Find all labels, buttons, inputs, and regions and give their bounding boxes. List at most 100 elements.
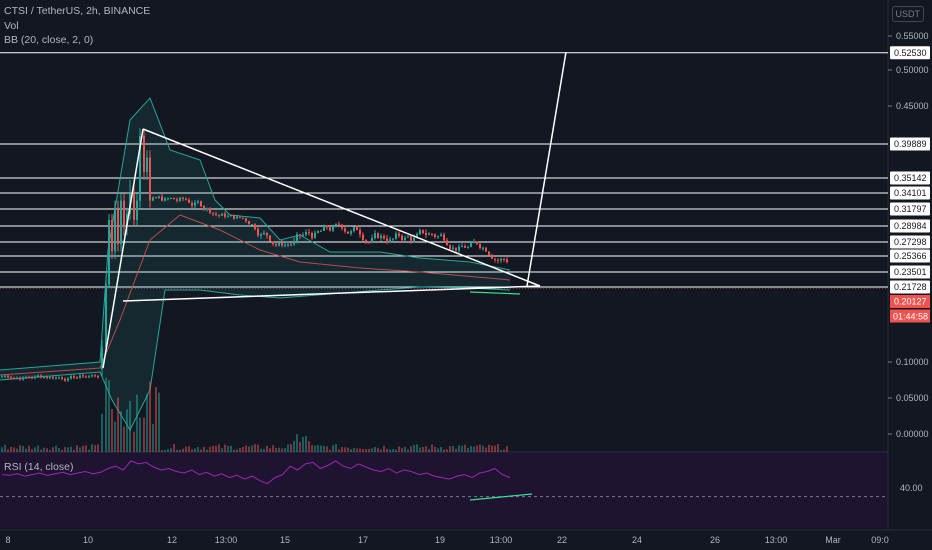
candle-body: [260, 234, 262, 236]
volume-bar: [88, 449, 90, 452]
volume-bar: [353, 447, 355, 452]
ascending-support-line: [122, 285, 541, 302]
candle-body: [46, 376, 48, 378]
candle-body: [13, 378, 15, 380]
volume-bar: [227, 446, 229, 452]
level-label: 0.35142: [894, 173, 927, 183]
volume-bar: [272, 445, 274, 452]
volume-bar: [46, 448, 48, 452]
volume-bar: [266, 445, 268, 452]
volume-bar: [73, 449, 75, 452]
volume-indicator-label[interactable]: Vol: [4, 19, 19, 32]
candle-body: [338, 223, 340, 225]
volume-bar: [260, 448, 262, 452]
candle-body: [497, 259, 499, 261]
volume-bar: [1, 447, 3, 452]
candle-body: [413, 238, 415, 241]
symbol-title[interactable]: CTSI / TetherUS, 2h, BINANCE: [4, 5, 151, 17]
volume-bar: [302, 436, 304, 452]
candle-body: [263, 232, 265, 235]
candle-body: [73, 376, 75, 378]
volume-bar: [467, 447, 469, 452]
candle-body: [482, 247, 484, 249]
volume-bar: [221, 448, 223, 452]
bollinger-bands-label[interactable]: BB (20, close, 2, 0): [4, 34, 94, 46]
candle-body: [117, 207, 119, 245]
volume-bar: [203, 447, 205, 452]
volume-bar: [296, 434, 298, 452]
volume-bar: [278, 447, 280, 452]
volume-bar: [25, 448, 27, 452]
candle-body: [120, 200, 122, 245]
volume-bar: [446, 449, 448, 452]
candle-body: [500, 258, 502, 261]
volume-bar: [58, 448, 60, 452]
x-axis-label: 8: [5, 535, 10, 545]
bollinger-lower: [0, 286, 511, 432]
volume-bar: [254, 444, 256, 452]
volume-bar: [120, 411, 122, 452]
volume-bar: [197, 447, 199, 452]
x-axis-label: 15: [280, 535, 290, 545]
volume-bar: [111, 408, 113, 452]
price-divergence-line: [469, 291, 521, 295]
volume-bar: [133, 431, 135, 452]
candle-body: [146, 157, 148, 172]
x-axis-label: 17: [358, 535, 368, 545]
level-label: 0.52530: [894, 48, 927, 58]
candle-body: [61, 377, 63, 379]
candle-body: [266, 232, 268, 236]
volume-bar: [290, 443, 292, 452]
volume-bar: [485, 447, 487, 452]
volume-bar: [52, 447, 54, 452]
volume-bar: [101, 413, 103, 452]
candle-body: [215, 213, 217, 215]
candle-body: [176, 199, 178, 201]
candle-body: [206, 208, 208, 210]
volume-bar: [368, 448, 370, 452]
candle-body: [245, 218, 247, 222]
volume-bar: [212, 445, 214, 452]
volume-bar: [185, 446, 187, 452]
volume-bar: [236, 449, 238, 452]
candle-body: [473, 241, 475, 244]
bollinger-basis: [0, 214, 511, 376]
candle-body: [491, 254, 493, 259]
x-axis-label: 13:00: [490, 535, 513, 545]
volume-bar: [82, 445, 84, 452]
volume-bar: [16, 448, 18, 452]
candle-body: [158, 196, 160, 198]
level-label-bg: [890, 186, 930, 200]
volume-bar: [188, 446, 190, 452]
volume-bar: [79, 447, 81, 452]
volume-bar: [284, 448, 286, 452]
candle-body: [242, 217, 244, 219]
candle-body: [365, 240, 367, 243]
candle-body: [7, 375, 9, 378]
volume-bar: [34, 447, 36, 452]
candle-body: [40, 375, 42, 378]
candle-body: [49, 376, 51, 378]
candle-body: [431, 233, 433, 235]
level-label-bg: [890, 235, 930, 249]
volume-bar: [123, 426, 125, 452]
volume-bar: [155, 387, 157, 452]
volume-bar: [239, 448, 241, 452]
candle-body: [287, 244, 289, 246]
candle-body: [464, 246, 466, 248]
volume-bar: [413, 444, 415, 452]
candle-body: [332, 226, 334, 231]
candle-body: [299, 234, 301, 236]
candle-body: [1, 376, 3, 378]
candle-body: [79, 375, 81, 378]
level-label-bg: [890, 280, 930, 294]
candle-body: [167, 198, 169, 200]
rsi-indicator-label[interactable]: RSI (14, close): [4, 461, 74, 473]
volume-bar: [257, 444, 259, 452]
candle-body: [329, 227, 331, 231]
candle-body: [108, 219, 110, 285]
currency-button[interactable]: USDT: [891, 6, 924, 22]
candle-body: [133, 193, 135, 220]
candle-body: [114, 207, 116, 252]
